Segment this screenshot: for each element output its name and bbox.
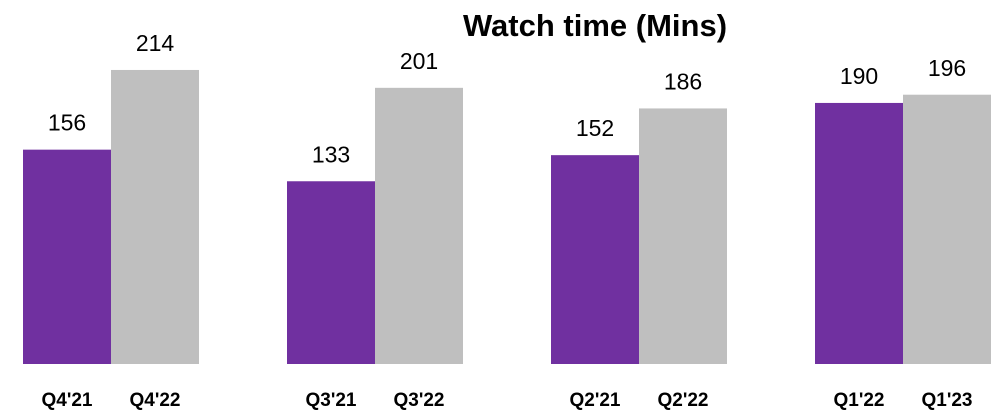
x-tick-label: Q2'21	[570, 390, 621, 411]
data-label: 190	[840, 63, 878, 89]
data-label: 196	[928, 55, 966, 81]
chart-title: Watch time (Mins)	[463, 8, 727, 43]
x-tick-label: Q4'22	[130, 390, 181, 411]
data-label: 152	[576, 115, 614, 141]
bar	[903, 94, 991, 365]
bar	[815, 102, 903, 364]
bar	[23, 149, 111, 364]
bar	[551, 155, 639, 364]
x-tick-label: Q2'22	[658, 390, 709, 411]
bar	[287, 181, 375, 364]
x-tick-label: Q3'21	[306, 390, 357, 411]
x-tick-label: Q1'23	[922, 390, 973, 411]
bar	[111, 69, 199, 365]
bar	[639, 108, 727, 364]
data-label: 214	[136, 30, 175, 56]
x-tick-label: Q3'22	[394, 390, 445, 411]
data-label: 201	[400, 48, 438, 74]
x-tick-label: Q4'21	[42, 390, 93, 411]
data-label: 156	[48, 110, 86, 136]
bar	[375, 87, 463, 365]
x-tick-label: Q1'22	[834, 390, 885, 411]
data-label: 133	[312, 141, 350, 167]
data-label: 186	[664, 69, 702, 95]
